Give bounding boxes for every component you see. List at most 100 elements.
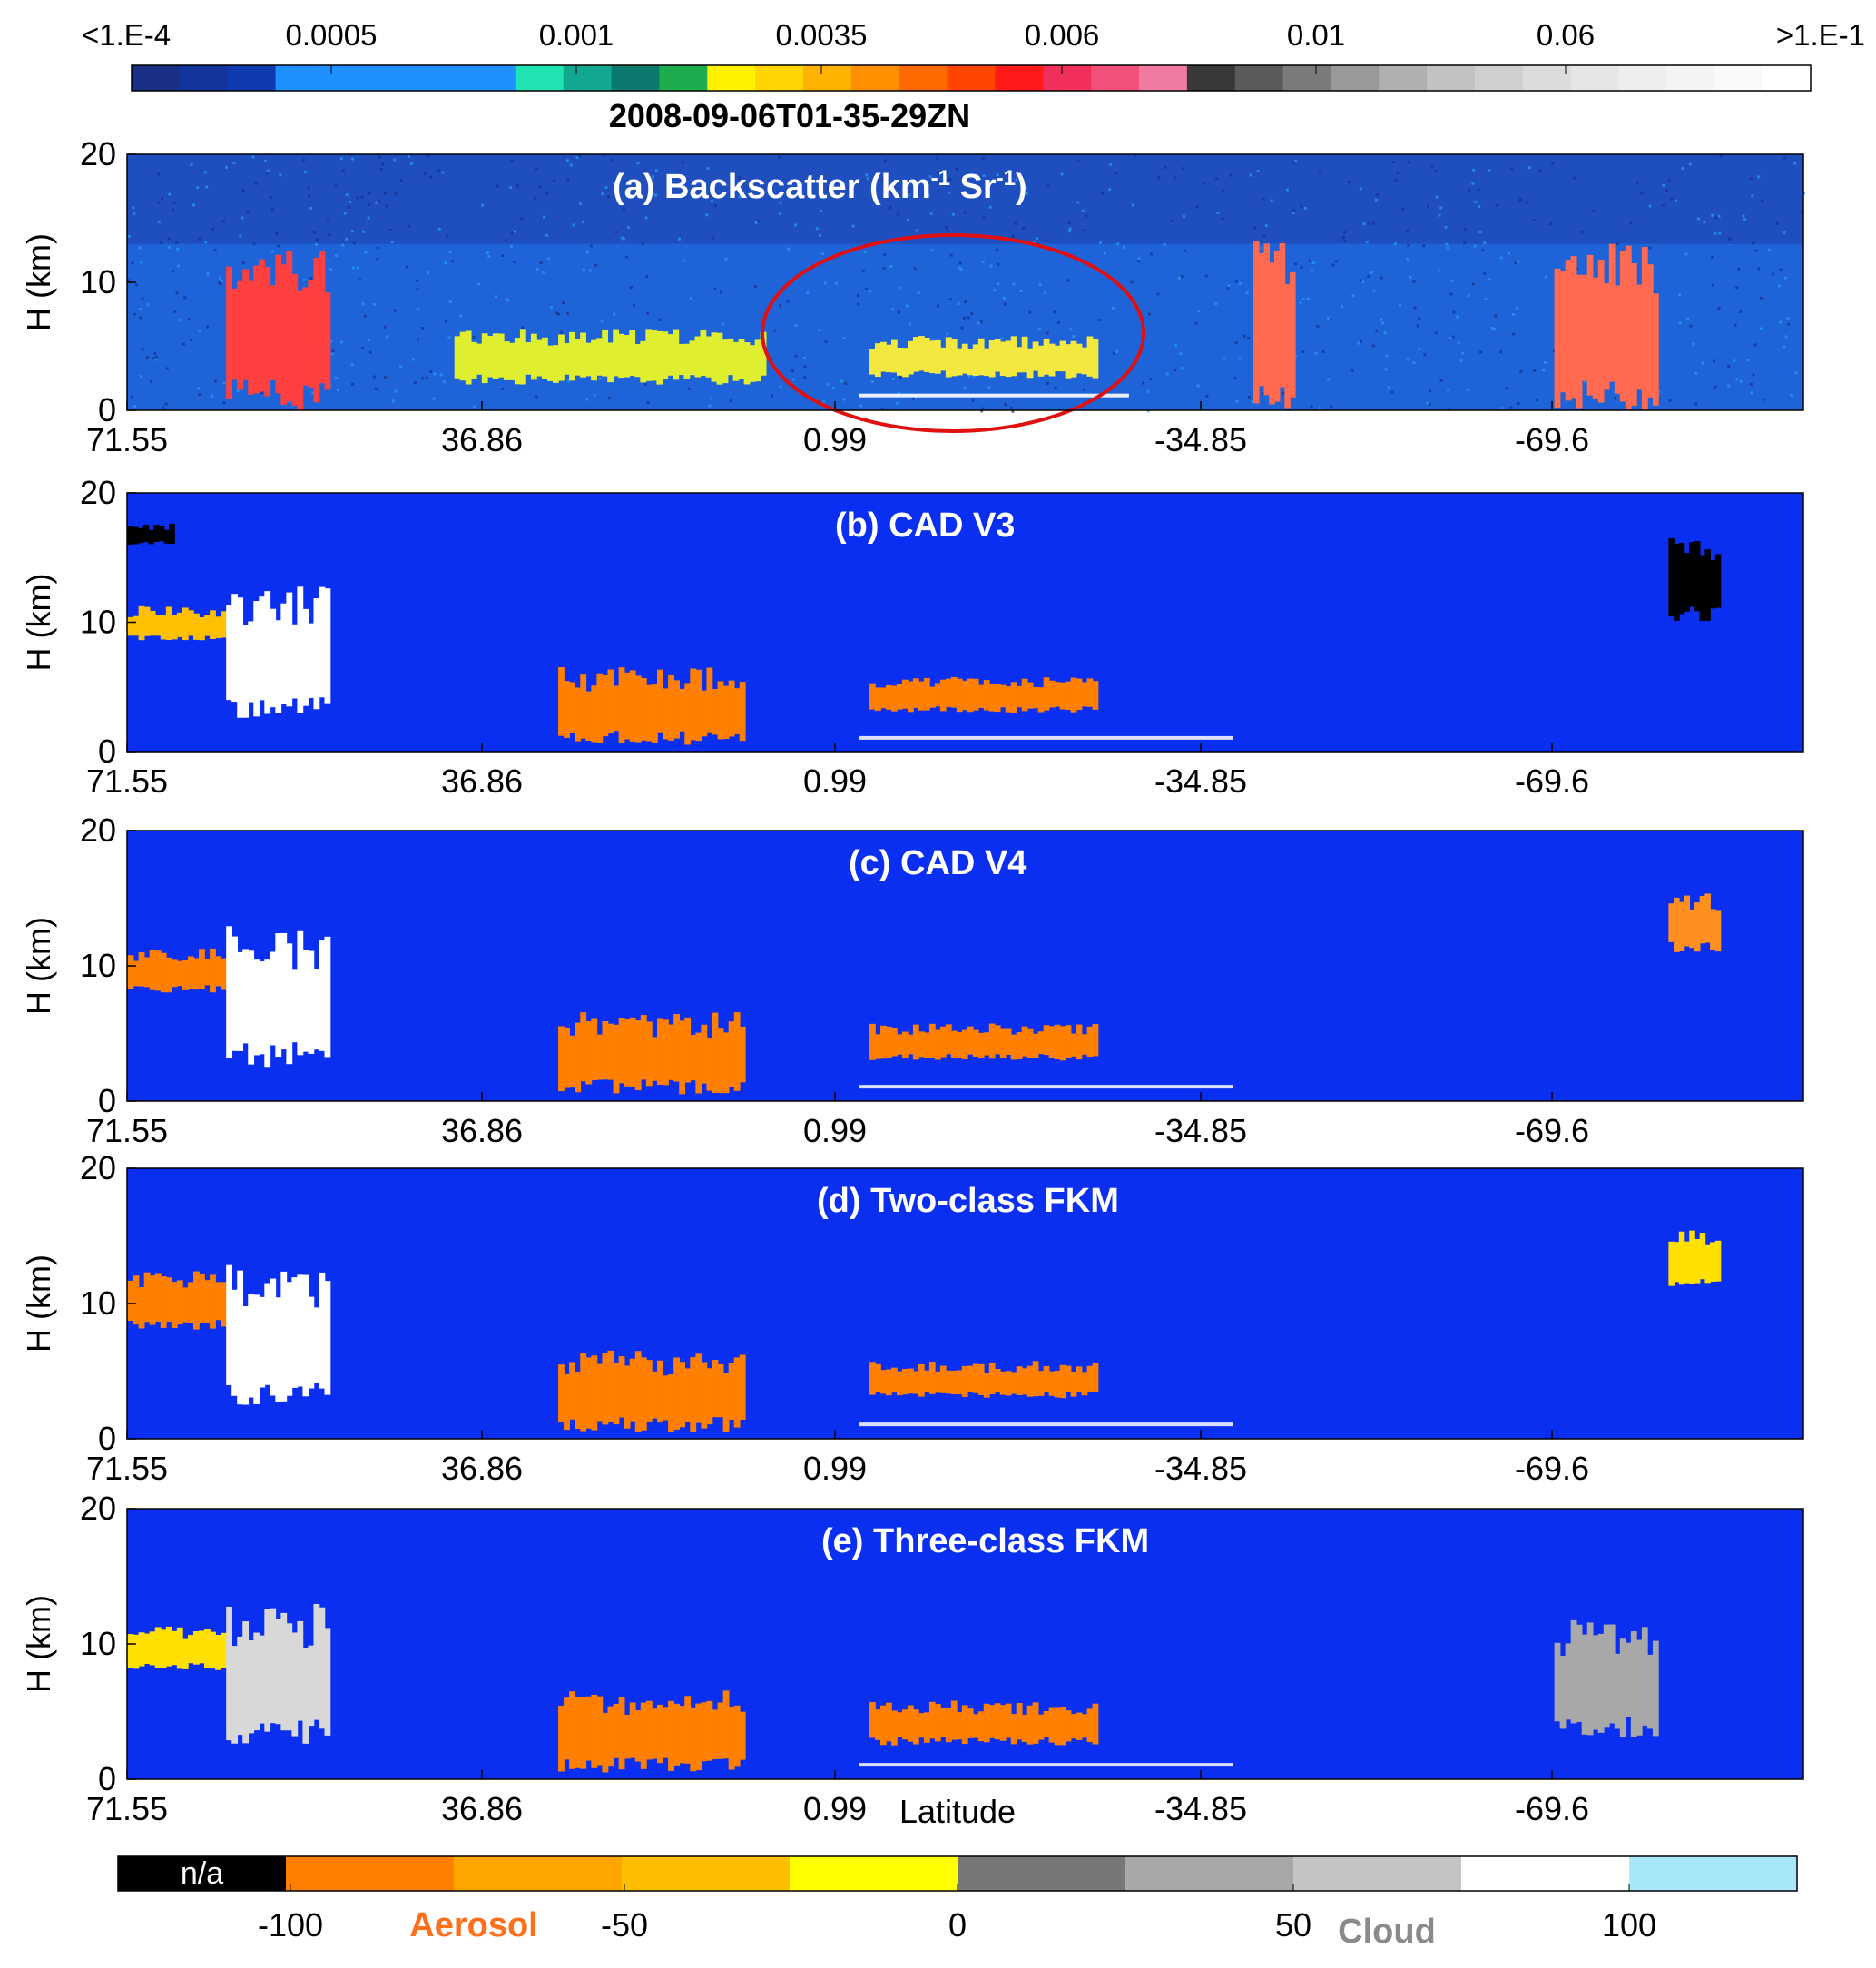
- feature-aerosol: [160, 1629, 167, 1668]
- feature-aerosol: [1048, 1026, 1056, 1058]
- feature-aerosol: [165, 957, 172, 993]
- feature-aerosol: [885, 1369, 892, 1396]
- feature-aerosol: [591, 1694, 598, 1768]
- feature-cloud: [270, 608, 277, 708]
- feature-na: [1674, 543, 1680, 621]
- feature-aerosol: [530, 333, 537, 380]
- feature-aerosol: [875, 1034, 881, 1059]
- feature-aerosol: [470, 341, 477, 379]
- colorbar-swatch: [515, 65, 565, 91]
- feature-aerosol: [875, 343, 881, 378]
- feature-aerosol: [1092, 1362, 1099, 1392]
- feature-aerosol: [210, 1274, 216, 1329]
- feature-aerosol: [1086, 336, 1094, 377]
- feature-cloud: [1565, 1643, 1572, 1720]
- feature-aerosol: [684, 683, 692, 745]
- feature-cloud: [324, 1281, 331, 1395]
- feature-aerosol: [514, 338, 521, 385]
- feature-cloud: [308, 280, 315, 388]
- feature-aerosol: [918, 1713, 925, 1738]
- feature-aerosol: [739, 682, 746, 742]
- x-axis-label: Latitude: [899, 1793, 1016, 1830]
- colorbar-swatch: [323, 65, 372, 91]
- feature-cloud: [226, 605, 233, 701]
- feature-aerosol: [1065, 1710, 1072, 1742]
- feature-aerosol: [1070, 340, 1077, 378]
- feature-aerosol: [988, 1363, 996, 1395]
- x-tick-label: -69.6: [1515, 1790, 1589, 1827]
- feature-aerosol: [629, 670, 636, 742]
- feature-aerosol: [1081, 1034, 1088, 1055]
- feature-aerosol: [1037, 687, 1045, 713]
- feature-aerosol: [1076, 1366, 1083, 1392]
- colorbar-tick-label: 0.0035: [776, 18, 868, 52]
- feature-aerosol: [143, 606, 151, 636]
- feature-aerosol: [133, 1634, 140, 1669]
- feature-aerosol: [1032, 1361, 1039, 1397]
- feature-aerosol: [221, 611, 227, 638]
- feature-aerosol: [923, 1032, 930, 1058]
- feature-aerosol: [613, 1024, 620, 1094]
- feature-cloud: [1652, 1640, 1659, 1737]
- feature-cloud: [275, 254, 282, 394]
- feature-aerosol: [945, 1370, 952, 1394]
- feature-aerosol: [1086, 678, 1094, 707]
- feature-cloud: [1554, 268, 1561, 408]
- feature-cloud: [275, 933, 282, 1058]
- x-tick-label: -69.6: [1515, 421, 1589, 458]
- feature-aerosol: [1005, 1703, 1012, 1738]
- feature-cloud: [275, 1619, 282, 1725]
- feature-aerosol: [1054, 1024, 1061, 1060]
- feature-aerosol: [656, 1704, 663, 1764]
- panels: 0 10 20 H (km) 71.55 36.86 0.99 -34.85 -69.6 (a) …: [20, 135, 1805, 1827]
- feature-aerosol: [138, 1287, 145, 1329]
- highlight-ellipse: [761, 233, 1145, 433]
- title-part: Sr: [950, 168, 997, 206]
- feature-cloud: [231, 288, 239, 380]
- feature-aerosol: [890, 1367, 898, 1393]
- colorbar-swatch: [899, 65, 948, 91]
- feature-aerosol: [596, 1363, 604, 1422]
- feature-aerosol: [928, 340, 936, 374]
- feature-cloud: [1597, 1633, 1605, 1733]
- feature-aerosol: [896, 1712, 903, 1737]
- feature-aerosol: [668, 674, 674, 741]
- feature-cloud: [1586, 254, 1594, 396]
- feature-aerosol: [896, 684, 903, 710]
- feature-cloud: [297, 1274, 304, 1387]
- feature-cloud: [1592, 277, 1599, 399]
- feature-aerosol: [956, 1032, 963, 1058]
- feature-aerosol: [569, 331, 575, 381]
- feature-aerosol: [192, 1271, 200, 1330]
- feature-aerosol: [1070, 677, 1077, 713]
- feature-cloud: [248, 621, 255, 703]
- feature-aerosol: [717, 1363, 724, 1418]
- feature-cloud: [1614, 1653, 1621, 1729]
- feature-aerosol: [176, 960, 183, 987]
- feature-cloud: [308, 1645, 315, 1727]
- title-part: (a) Backscatter (km: [613, 168, 931, 206]
- feature-aerosol: [722, 339, 729, 384]
- feature-cloud: [253, 265, 260, 394]
- surface-return: [859, 393, 1129, 398]
- feature-aerosol: [553, 345, 559, 383]
- feature-cloud: [275, 620, 282, 713]
- feature-aerosol: [739, 1026, 746, 1083]
- class-tick-label: 100: [1602, 1906, 1656, 1943]
- feature-aerosol: [880, 687, 887, 709]
- feature-aerosol: [727, 338, 734, 376]
- feature-cloud: [1603, 283, 1610, 390]
- feature-aerosol: [869, 1362, 876, 1395]
- feature-aerosol: [1048, 680, 1056, 708]
- feature-cloud: [1646, 1654, 1654, 1729]
- feature-aerosol: [651, 1371, 658, 1419]
- x-tick-label: 0.99: [803, 1112, 867, 1149]
- feature-aerosol: [716, 332, 723, 385]
- feature-aerosol: [923, 1370, 930, 1392]
- feature-aerosol: [1070, 1372, 1077, 1397]
- feature-aerosol: [575, 687, 582, 742]
- feature-aerosol: [199, 1274, 205, 1323]
- feature-aerosol: [673, 1703, 681, 1766]
- feature-aerosol: [1016, 685, 1023, 708]
- feature-aerosol: [994, 684, 1001, 713]
